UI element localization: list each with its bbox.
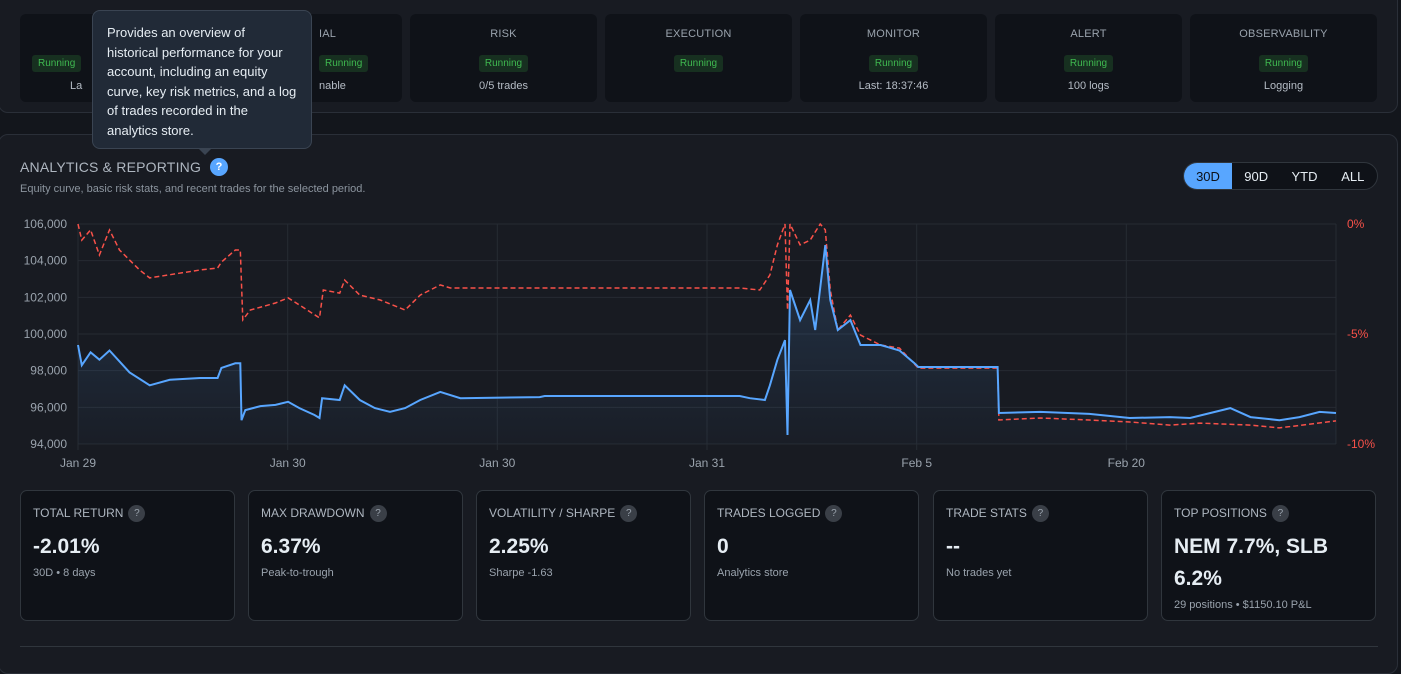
service-name: MONITOR (866, 28, 921, 40)
y-tick-label: 96,000 (30, 400, 67, 414)
status-badge-row: Running (410, 42, 597, 72)
status-badge: Running (1258, 55, 1309, 72)
status-badge-row: Running (800, 42, 987, 72)
analytics-title-text: ANALYTICS & REPORTING (20, 159, 202, 175)
service-card: RISK Running 0/5 trades (410, 14, 597, 102)
metric-label-row: TRADE STATS? (946, 504, 1135, 522)
metric-subtext: No trades yet (946, 567, 1012, 579)
metric-label: TOP POSITIONS (1174, 506, 1267, 520)
status-badge-row: Running (215, 42, 402, 72)
x-tick-label: Jan 29 (60, 456, 96, 470)
service-detail: 100 logs (1067, 80, 1110, 92)
status-badge: Running (868, 55, 919, 72)
period-90d-button[interactable]: 90D (1244, 168, 1269, 184)
x-tick-label: Jan 30 (479, 456, 515, 470)
service-name: IAL (319, 28, 337, 40)
service-detail: La (70, 80, 83, 92)
service-card: EXECUTION Running (605, 14, 792, 102)
metric-value: -- (946, 535, 960, 558)
metric-value: 6.37% (261, 535, 321, 558)
service-name: OBSERVABILITY (1239, 28, 1328, 40)
metric-value: NEM 7.7%, SLB 6.2% (1174, 535, 1329, 590)
status-badge: Running (673, 55, 724, 72)
metric-label-row: TRADES LOGGED? (717, 504, 906, 522)
x-tick-label: Feb 20 (1108, 456, 1146, 470)
metric-label: TRADE STATS (946, 506, 1027, 520)
metric-label: VOLATILITY / SHARPE (489, 506, 616, 520)
status-badge-row: Running (20, 42, 207, 72)
metric-label-row: TOTAL RETURN? (33, 504, 222, 522)
analytics-subtitle: Equity curve, basic risk stats, and rece… (20, 183, 366, 195)
help-icon[interactable]: ? (128, 504, 146, 522)
metric-card: TRADES LOGGED? 0 Analytics store (704, 490, 919, 621)
drawdown-line (77, 222, 1337, 429)
status-badge: Running (319, 55, 369, 72)
service-detail: nable (319, 80, 346, 92)
equity-drawdown-chart: 94,000 96,000 98,000 100,000 102,000 104,000 1… (24, 217, 1376, 470)
status-badge: Running (32, 55, 82, 72)
metric-label: MAX DRAWDOWN (261, 506, 365, 520)
service-card: MONITOR Running Last: 18:37:46 (800, 14, 987, 102)
metric-subtext: 29 positions • $1150.10 P&L (1174, 599, 1312, 611)
help-icon[interactable]: ? (1271, 504, 1289, 522)
analytics-help-tooltip: Provides an overview of historical perfo… (92, 10, 312, 155)
metric-subtext: Peak-to-trough (261, 567, 334, 579)
status-badge-row: Running (995, 42, 1182, 72)
period-toggle: 30D 90D YTD ALL (1183, 162, 1378, 190)
service-name: EXECUTION (665, 28, 732, 40)
help-icon[interactable]: ? (825, 504, 843, 522)
service-card: OBSERVABILITY Running Logging (1190, 14, 1377, 102)
period-30d-button[interactable]: 30D (1184, 163, 1232, 189)
y-tick-label: 106,000 (24, 217, 68, 231)
y-right-tick-label: -10% (1347, 437, 1375, 451)
metric-subtext: Sharpe -1.63 (489, 567, 553, 579)
metric-value: 0 (717, 535, 729, 558)
metric-label: TOTAL RETURN (33, 506, 124, 520)
y-tick-label: 98,000 (30, 364, 67, 378)
x-tick-label: Feb 5 (901, 456, 932, 470)
metric-label: TRADES LOGGED (717, 506, 821, 520)
help-icon[interactable]: ? (210, 158, 229, 176)
metric-card: MAX DRAWDOWN? 6.37% Peak-to-trough (248, 490, 463, 621)
metric-card: VOLATILITY / SHARPE? 2.25% Sharpe -1.63 (476, 490, 691, 621)
y-right-tick-label: 0% (1347, 217, 1365, 231)
service-name: ALERT (1070, 28, 1107, 40)
metric-card: TOP POSITIONS? NEM 7.7%, SLB 6.2% 29 pos… (1161, 490, 1376, 621)
status-badge: Running (478, 55, 529, 72)
help-icon[interactable]: ? (369, 504, 387, 522)
divider (20, 646, 1378, 647)
analytics-title: ANALYTICS & REPORTING ? (20, 158, 229, 176)
service-name: RISK (490, 28, 517, 40)
y-tick-label: 102,000 (24, 290, 68, 304)
metric-card: TRADE STATS? -- No trades yet (933, 490, 1148, 621)
metric-value: 2.25% (489, 535, 549, 558)
help-icon[interactable]: ? (1031, 504, 1049, 522)
help-icon[interactable]: ? (620, 504, 638, 522)
y-tick-label: 100,000 (24, 327, 68, 341)
period-all-button[interactable]: ALL (1341, 168, 1365, 184)
service-card: ALERT Running 100 logs (995, 14, 1182, 102)
y-tick-label: 104,000 (24, 254, 68, 268)
metric-value: -2.01% (33, 535, 100, 558)
metric-label-row: VOLATILITY / SHARPE? (489, 504, 678, 522)
metric-label-row: MAX DRAWDOWN? (261, 504, 450, 522)
service-detail: Last: 18:37:46 (858, 80, 929, 92)
status-badge: Running (1063, 55, 1114, 72)
metric-label-row: TOP POSITIONS? (1174, 504, 1363, 522)
service-detail: Logging (1263, 80, 1304, 92)
service-detail: 0/5 trades (479, 80, 528, 92)
status-badge-row: Running (605, 42, 792, 72)
metric-subtext: 30D • 8 days (33, 567, 96, 579)
x-tick-label: Jan 31 (689, 456, 725, 470)
y-right-tick-label: -5% (1347, 327, 1369, 341)
x-tick-label: Jan 30 (270, 456, 306, 470)
status-badge-row: Running (1190, 42, 1377, 72)
y-tick-label: 94,000 (30, 437, 67, 451)
equity-line (77, 244, 1337, 436)
period-ytd-button[interactable]: YTD (1291, 168, 1318, 184)
metric-subtext: Analytics store (717, 567, 789, 579)
metric-card: TOTAL RETURN? -2.01% 30D • 8 days (20, 490, 235, 621)
